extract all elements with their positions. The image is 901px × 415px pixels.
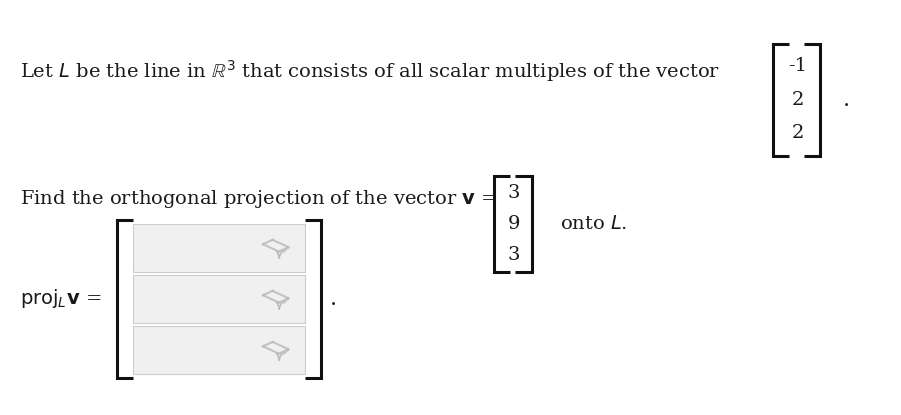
Text: .: . [843,88,851,111]
Text: Let $L$ be the line in $\mathbb{R}^3$ that consists of all scalar multiples of t: Let $L$ be the line in $\mathbb{R}^3$ th… [20,58,720,83]
Text: -1: -1 [787,57,807,75]
FancyBboxPatch shape [133,224,305,271]
Text: onto $L$.: onto $L$. [560,215,627,233]
Text: 2: 2 [791,124,804,142]
Text: .: . [330,288,337,310]
Text: 3: 3 [507,246,520,264]
FancyBboxPatch shape [133,326,305,374]
Text: 3: 3 [507,184,520,202]
Text: 2: 2 [791,90,804,109]
FancyBboxPatch shape [133,275,305,323]
Text: $\mathrm{proj}_L\mathbf{v}$ =: $\mathrm{proj}_L\mathbf{v}$ = [20,287,101,310]
Text: 9: 9 [507,215,520,233]
Text: Find the orthogonal projection of the vector $\mathbf{v}$ =: Find the orthogonal projection of the ve… [20,188,496,210]
